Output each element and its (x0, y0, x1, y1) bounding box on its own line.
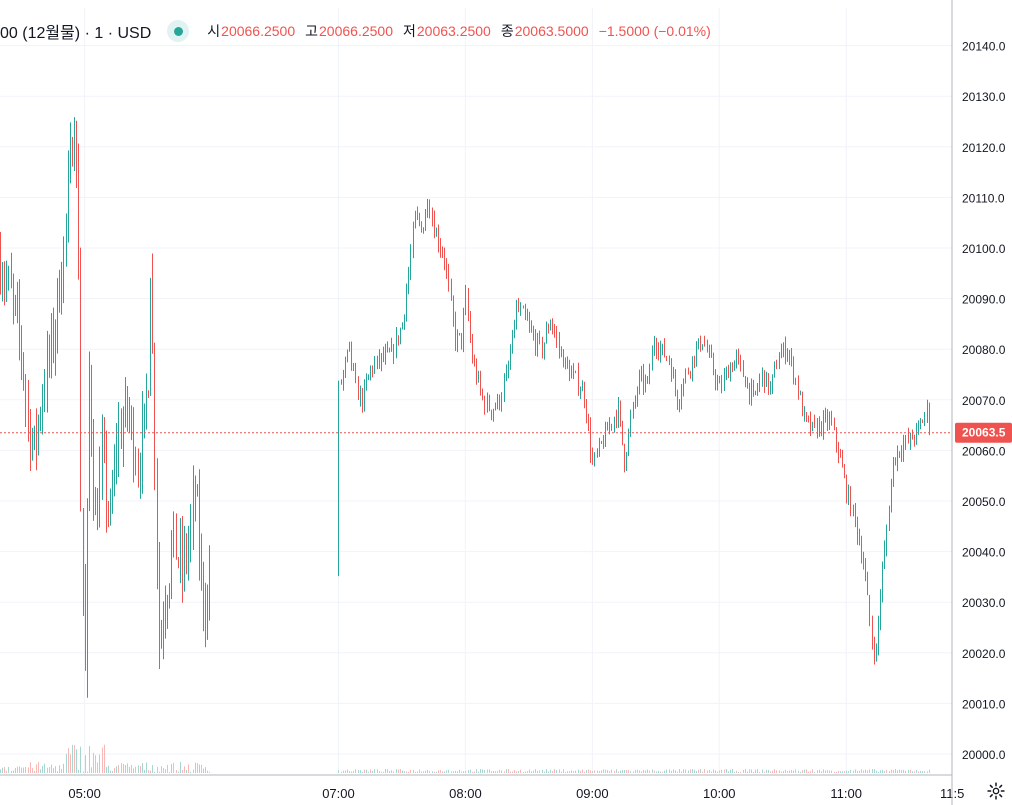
low-value: 20063.2500 (416, 23, 491, 39)
high-label: 고 (305, 23, 319, 39)
last-price-label: 20063.5 (962, 426, 1006, 440)
y-tick-label: 20010.0 (962, 697, 1006, 711)
gear-icon[interactable] (986, 781, 1006, 801)
x-tick-label: 11:00 (830, 786, 862, 801)
candlestick-series (0, 117, 930, 698)
y-tick-label: 20050.0 (962, 495, 1006, 509)
y-tick-label: 20000.0 (962, 748, 1006, 762)
x-tick-label: 05:00 (68, 786, 101, 801)
y-tick-label: 20100.0 (962, 242, 1006, 256)
last-price-tag: 20063.5 (955, 422, 1012, 443)
y-tick-label: 20030.0 (962, 596, 1006, 610)
ohlc-legend: 00 (12월물) · 1 · USD 시 20066.2500 고 20066.2… (0, 18, 721, 44)
y-tick-label: 20070.0 (962, 394, 1006, 408)
market-status-icon (167, 20, 190, 42)
open-label: 시 (207, 23, 221, 39)
y-tick-label: 20090.0 (962, 293, 1006, 307)
volume-bars (0, 744, 930, 773)
x-tick-label: 07:00 (322, 786, 355, 801)
x-tick-label: 08:00 (449, 786, 482, 801)
change-value: −1.5000 (−0.01%) (598, 23, 711, 39)
low-label: 저 (402, 23, 416, 39)
open-value: 20066.2500 (221, 23, 296, 39)
y-tick-label: 20020.0 (962, 647, 1006, 661)
high-value: 20066.2500 (319, 23, 393, 39)
x-tick-label: 10:00 (703, 786, 736, 801)
close-value: 20063.5000 (514, 23, 589, 39)
y-tick-label: 20130.0 (962, 90, 1006, 104)
y-tick-label: 20080.0 (962, 343, 1006, 357)
x-tick-label: 09:00 (576, 786, 609, 801)
y-tick-label: 20060.0 (962, 444, 1006, 458)
y-tick-label: 20140.0 (962, 40, 1006, 54)
y-tick-label: 20120.0 (962, 141, 1006, 155)
symbol-title[interactable]: 00 (12월물) · 1 · USD (0, 25, 152, 42)
y-tick-label: 20040.0 (962, 546, 1006, 560)
y-tick-label: 20110.0 (962, 191, 1005, 205)
close-label: 종 (500, 23, 514, 39)
